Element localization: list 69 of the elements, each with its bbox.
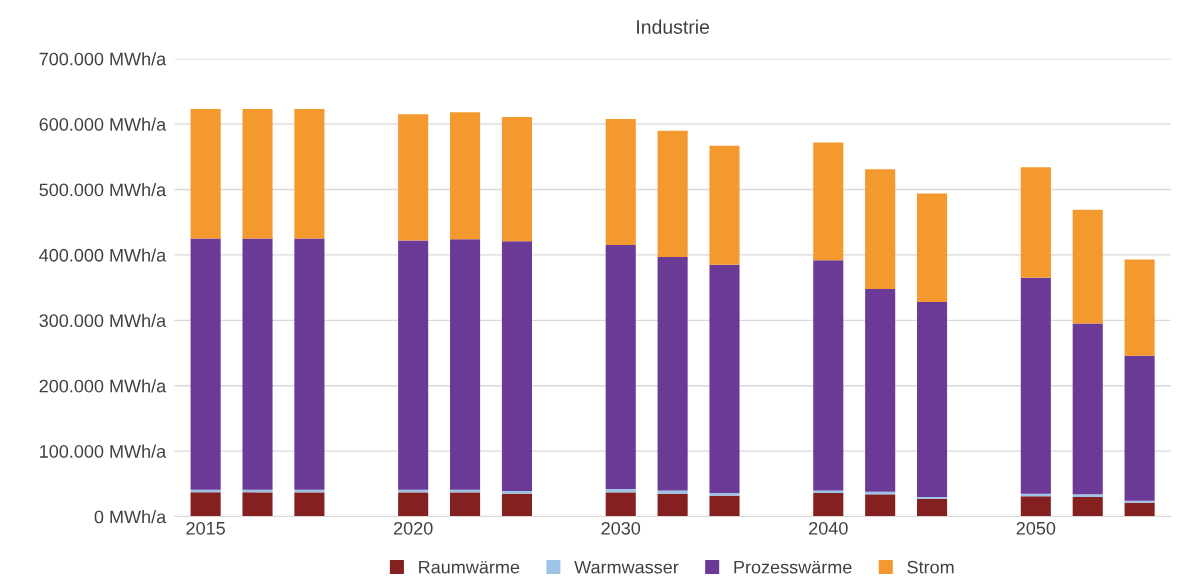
bar xyxy=(398,240,429,490)
bar xyxy=(294,238,325,490)
y-tick-label: 100.000 MWh/a xyxy=(40,444,167,458)
bar xyxy=(242,109,273,239)
bar xyxy=(709,264,740,494)
bar xyxy=(190,492,221,517)
bar xyxy=(1124,502,1155,517)
y-tick-label: 300.000 MWh/a xyxy=(39,313,167,328)
x-tick-label: 2015 xyxy=(186,521,225,535)
bar xyxy=(450,492,481,517)
bar xyxy=(917,498,948,517)
bar xyxy=(501,116,532,242)
bar xyxy=(501,491,532,494)
bar xyxy=(1124,355,1155,501)
bar xyxy=(1020,167,1051,278)
bar xyxy=(813,142,844,261)
bar xyxy=(709,145,740,265)
bar xyxy=(398,114,429,241)
bar xyxy=(501,493,532,517)
bar xyxy=(709,495,740,517)
y-tick-label: 700.000 MWh/a xyxy=(39,52,167,66)
bar xyxy=(657,493,688,517)
legend-label: Strom xyxy=(907,560,954,574)
legend-label: Prozesswärme xyxy=(734,560,852,574)
bar xyxy=(190,238,221,490)
bar xyxy=(657,490,688,494)
y-tick-label: 200.000 MWh/a xyxy=(39,379,167,393)
bar xyxy=(242,238,273,490)
bar xyxy=(501,241,532,492)
bar xyxy=(1020,496,1051,517)
bar xyxy=(813,260,844,491)
bar xyxy=(1020,277,1051,494)
bar xyxy=(398,492,429,517)
bar xyxy=(1072,323,1103,495)
x-tick-label: 2050 xyxy=(1016,521,1056,535)
x-tick-label: 2040 xyxy=(809,521,848,535)
bar xyxy=(813,490,844,494)
bar xyxy=(605,489,636,493)
bar xyxy=(450,239,481,490)
bar xyxy=(605,245,636,490)
bar xyxy=(917,193,948,303)
bar xyxy=(709,493,740,496)
bar xyxy=(813,493,844,517)
x-tick-label: 2020 xyxy=(394,521,433,535)
chart-title: Industrie xyxy=(637,19,710,34)
bar xyxy=(865,169,896,289)
bar xyxy=(242,492,273,517)
bar xyxy=(190,109,221,239)
bar xyxy=(605,492,636,517)
bar xyxy=(657,256,688,491)
bar xyxy=(657,130,688,257)
y-tick-label: 400.000 MWh/a xyxy=(39,248,167,262)
y-tick-label: 500.000 MWh/a xyxy=(39,182,167,197)
x-tick-label: 2030 xyxy=(601,521,641,535)
legend-label: Warmwasser xyxy=(574,560,679,574)
bar xyxy=(294,109,325,239)
bar xyxy=(294,492,325,517)
bar xyxy=(1072,209,1103,324)
bar xyxy=(865,494,896,517)
legend-label: Raumwärme xyxy=(419,560,520,574)
bar xyxy=(605,118,636,246)
bar xyxy=(1072,494,1103,497)
bar xyxy=(1124,259,1155,356)
bar xyxy=(917,302,948,497)
bar xyxy=(450,112,481,240)
y-tick-label: 0 MWh/a xyxy=(94,510,167,524)
bar xyxy=(1072,496,1103,517)
bar xyxy=(865,288,896,492)
y-tick-label: 600.000 MWh/a xyxy=(39,117,167,131)
